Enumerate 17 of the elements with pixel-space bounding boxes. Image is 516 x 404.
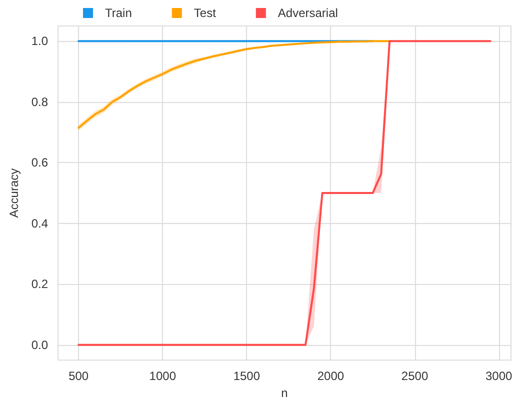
legend-label: Test: [194, 6, 217, 20]
y-tick-label: 0.2: [31, 277, 48, 292]
y-axis-title: Accuracy: [7, 168, 21, 218]
y-tick-label: 0.0: [31, 338, 48, 352]
y-tick-label: 1.0: [31, 34, 48, 48]
x-tick-label: 2500: [401, 369, 428, 384]
y-tick-label: 0.8: [31, 94, 48, 109]
x-tick-label: 3000: [485, 369, 512, 384]
y-tick-label: 0.4: [31, 216, 48, 230]
x-tick-label: 1000: [149, 369, 176, 384]
x-axis-title: n: [281, 386, 288, 400]
x-tick-label: 500: [68, 369, 89, 384]
y-tick-label: 0.6: [31, 156, 48, 170]
legend-label: Adversarial: [278, 6, 338, 20]
x-tick-label: 2000: [317, 369, 344, 384]
legend-label: Train: [105, 6, 132, 20]
x-tick-label: 1500: [233, 369, 260, 384]
